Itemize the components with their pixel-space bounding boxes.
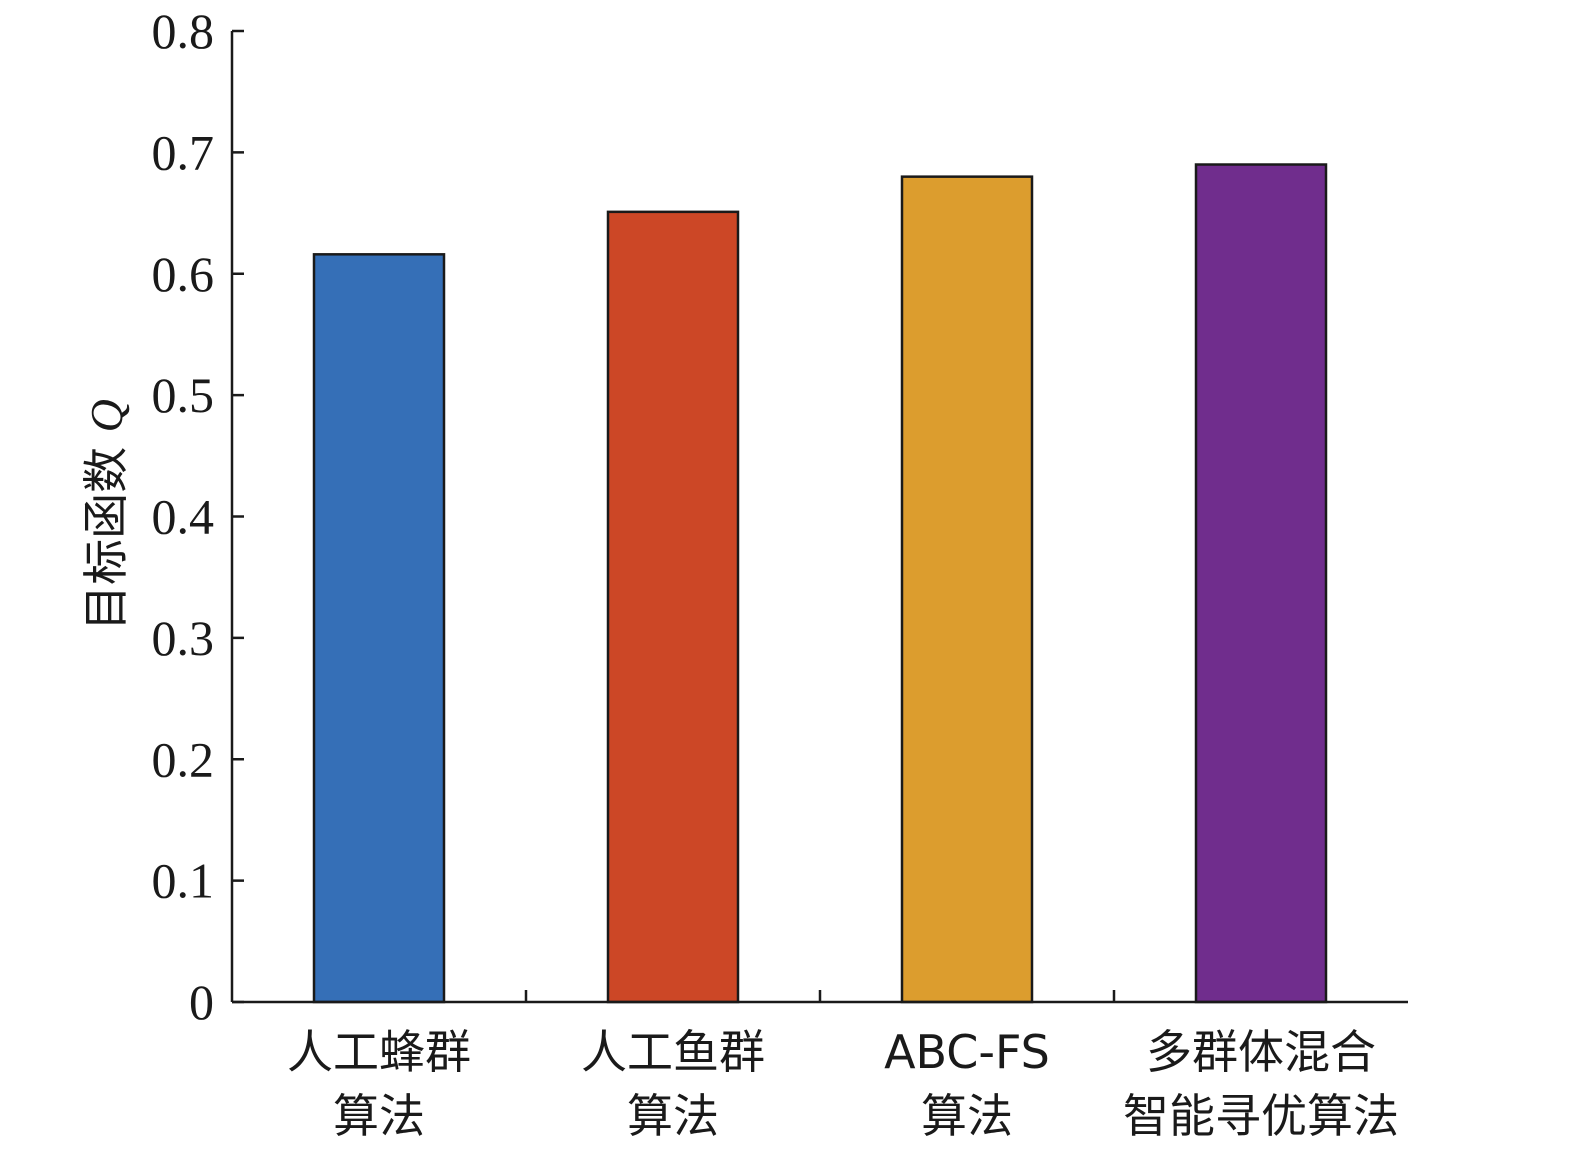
y-tick-label: 0.2 <box>152 731 215 787</box>
bars-group <box>312 163 1328 1004</box>
y-axis-title-variable: Q <box>81 399 132 432</box>
x-category-label: ABC-FS <box>884 1025 1050 1079</box>
x-category-label: 智能寻优算法 <box>1123 1089 1399 1143</box>
bar <box>312 253 446 1004</box>
x-category-label: 人工蜂群 <box>287 1025 471 1079</box>
x-category-label: 多群体混合 <box>1146 1025 1376 1079</box>
bar <box>900 175 1034 1004</box>
y-tick-label: 0.7 <box>152 124 215 180</box>
x-category-label: 算法 <box>333 1089 425 1143</box>
y-tick-label: 0.8 <box>152 3 215 59</box>
y-tick-label: 0.5 <box>152 367 215 423</box>
y-tick-label: 0.6 <box>152 246 215 302</box>
y-tick-label: 0 <box>189 974 214 1030</box>
y-tick-label: 0.3 <box>152 610 215 666</box>
x-ticks-group <box>524 990 1116 1002</box>
y-ticks-group: 0 0.1 0.2 0.3 0.4 0.5 0.6 0.7 0.8 <box>152 3 244 1030</box>
x-category-label: 人工鱼群 <box>581 1025 765 1079</box>
bar <box>1194 163 1328 1004</box>
x-category-label: 算法 <box>921 1089 1013 1143</box>
y-axis-title-text: 目标函数 <box>79 432 133 631</box>
bar <box>606 210 740 1004</box>
y-tick-label: 0.4 <box>152 489 215 545</box>
y-axis-title: 目标函数 Q <box>79 399 133 631</box>
y-tick-label: 0.1 <box>152 853 215 909</box>
x-category-label: 算法 <box>627 1089 719 1143</box>
